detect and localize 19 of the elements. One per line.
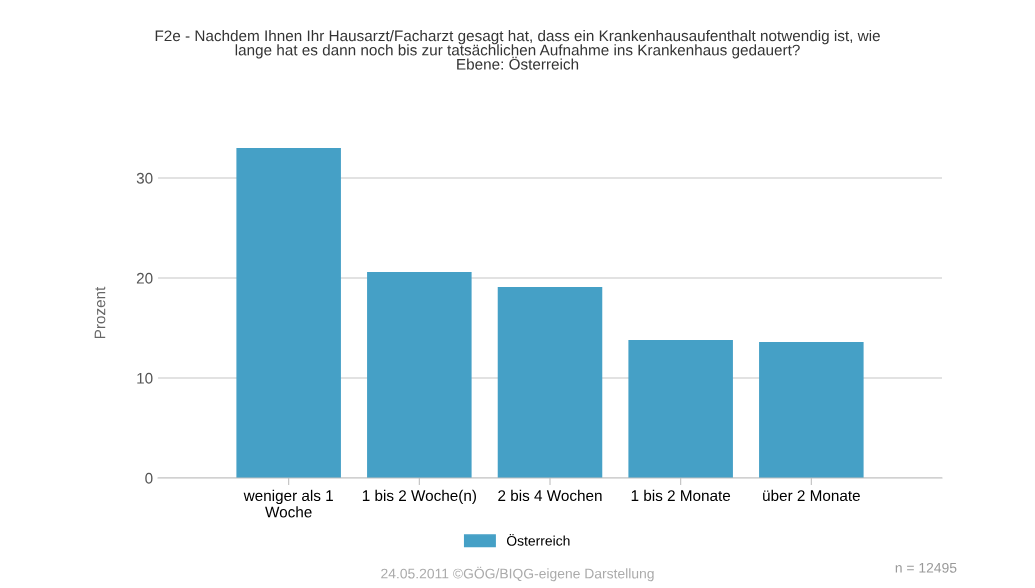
- y-axis-title: Prozent: [94, 286, 106, 339]
- x-tick-label: 2 bis 4 Wochen: [498, 489, 602, 502]
- bar: [236, 148, 341, 478]
- y-tick-label: 20: [136, 272, 153, 284]
- y-tick-label: 10: [137, 372, 153, 384]
- bar: [628, 340, 733, 478]
- bar: [759, 342, 864, 478]
- x-tick-label: weniger als 1 Woche: [243, 489, 333, 518]
- text: 24.05.2011 ©GÖG/BIQG-eigene Darstellung: [381, 566, 654, 582]
- x-tick-label: 1 bis 2 Monate: [631, 489, 731, 502]
- legend-label: Österreich: [506, 533, 570, 546]
- bar: [367, 272, 472, 478]
- x-tick-label: 1 bis 2 Woche(n): [362, 489, 476, 505]
- y-tick-label: 30: [136, 172, 153, 184]
- text: n = 12495: [895, 562, 957, 573]
- bar: [497, 287, 603, 478]
- chart-title: F2e - Nachdem Ihnen Ihr Hausarzt/Facharzt gesagt hat, dass ein Krankenhausaufenthalt notwendig ist, wie lange hat es dann noch bis zur tatsächlichen Aufnahme ins Krankenhaus gedauert? Ebene: Österreich: [155, 30, 880, 70]
- x-tick-label: über 2 Monate: [763, 489, 860, 502]
- y-tick-label: 0: [145, 472, 153, 484]
